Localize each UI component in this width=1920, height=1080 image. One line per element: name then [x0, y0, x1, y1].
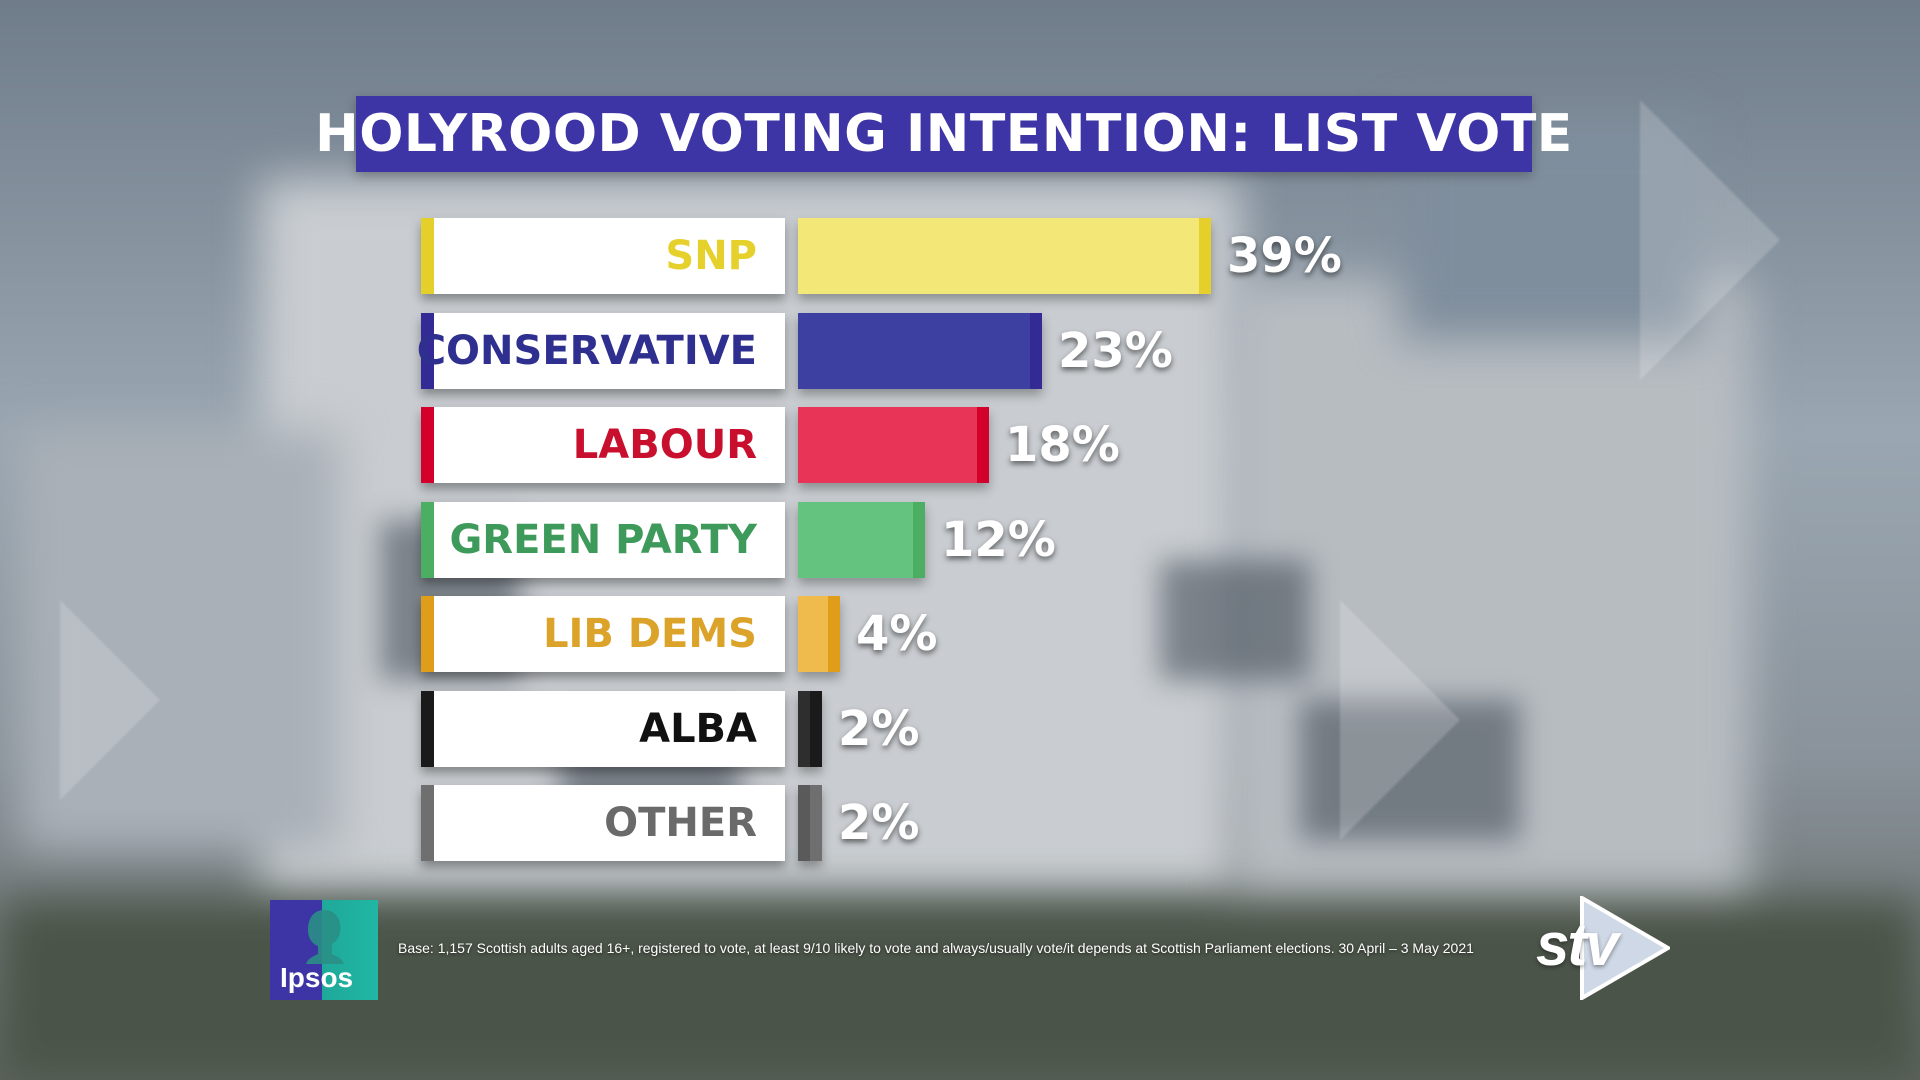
category-label-box: SNP — [421, 218, 785, 294]
category-label: LIB DEMS — [543, 611, 757, 657]
category-color-stripe — [421, 690, 434, 767]
value-label: 2% — [838, 795, 920, 851]
bar — [798, 218, 1211, 294]
category-label-box: LABOUR — [421, 407, 785, 483]
value-label: 39% — [1227, 228, 1342, 284]
category-label: ALBA — [639, 705, 757, 752]
value-label: 2% — [838, 700, 920, 757]
category-label: SNP — [665, 233, 757, 279]
category-color-stripe — [421, 312, 434, 389]
category-color-stripe — [421, 596, 434, 672]
bar — [798, 407, 989, 483]
bar — [798, 785, 822, 861]
value-label: 12% — [941, 511, 1056, 568]
bar-edge — [828, 596, 840, 672]
bar-edge — [977, 407, 989, 483]
bar-edge — [810, 785, 822, 861]
value-label: 18% — [1005, 417, 1120, 473]
chart-title: HOLYROOD VOTING INTENTION: LIST VOTE — [315, 104, 1573, 164]
category-label-box: ALBA — [421, 690, 785, 767]
category-label-box: LIB DEMS — [421, 596, 785, 672]
bar — [798, 596, 840, 672]
bar — [798, 690, 822, 767]
category-label-box: OTHER — [421, 785, 785, 861]
category-color-stripe — [421, 218, 434, 294]
chart-title-banner: HOLYROOD VOTING INTENTION: LIST VOTE — [315, 96, 1572, 172]
category-color-stripe — [421, 785, 434, 861]
category-label: GREEN PARTY — [449, 516, 757, 563]
ipsos-logo-text: Ipsos — [280, 962, 354, 993]
bar — [798, 312, 1042, 389]
stv-logo: stv — [1530, 896, 1670, 1000]
category-label: LABOUR — [572, 422, 757, 468]
bar-edge — [1030, 312, 1042, 389]
category-label-box: GREEN PARTY — [421, 501, 785, 578]
play-triangle-icon — [1580, 896, 1670, 1000]
category-label: OTHER — [604, 800, 757, 846]
stv-logo-text: stv — [1536, 911, 1619, 978]
ipsos-logo: Ipsos — [270, 900, 378, 1000]
footnote: Base: 1,157 Scottish adults aged 16+, re… — [398, 940, 1474, 956]
category-color-stripe — [421, 501, 434, 578]
bar-edge — [913, 501, 925, 578]
head-silhouette-icon — [306, 910, 344, 964]
bar-edge — [1199, 218, 1211, 294]
category-label: CONSERVATIVE — [416, 327, 757, 374]
category-label-box: CONSERVATIVE — [417, 312, 785, 389]
value-label: 23% — [1058, 322, 1173, 379]
bar-edge — [810, 690, 822, 767]
category-color-stripe — [421, 407, 434, 483]
value-label: 4% — [856, 606, 938, 662]
bar — [798, 501, 925, 578]
